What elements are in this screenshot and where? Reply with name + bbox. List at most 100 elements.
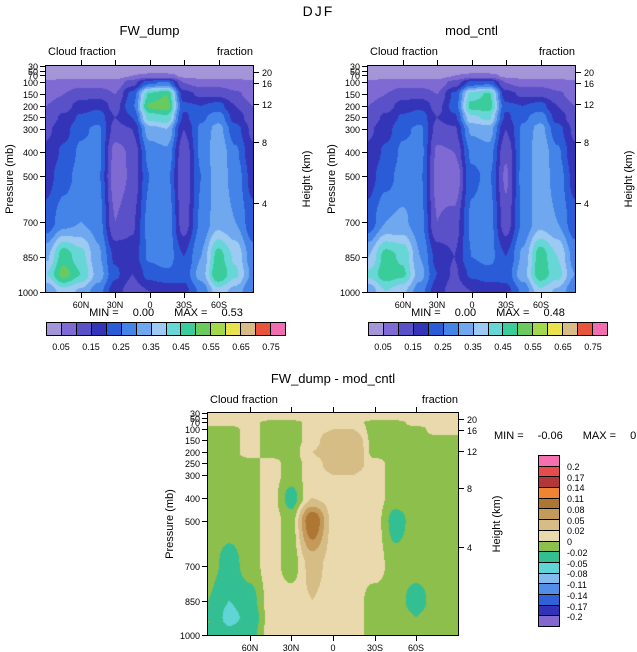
colorbar-cell [592,322,608,336]
pressure-tick [202,429,208,430]
latitude-tick [506,293,507,298]
pressure-tick-label: 700 [344,218,360,228]
colorbar-cell [502,322,519,336]
height-tick-label: 8 [584,138,590,148]
pressure-tick-label: 250 [22,113,38,123]
colorbar-label: 0.45 [494,342,512,352]
pressure-tick [40,71,46,72]
colorbar-cell [195,322,212,336]
min-label: MIN = [494,430,524,442]
height-tick [253,104,259,105]
colorbar-cell [210,322,227,336]
pressure-tick [40,222,46,223]
pressure-tick [40,117,46,118]
height-tick-label: 12 [584,100,595,110]
colorbar-cell [368,322,384,336]
colorbar-label: 0.15 [404,342,422,352]
latitude-tick-top [375,407,376,412]
colorbar-cell [90,322,107,336]
pressure-tick-label: 700 [22,218,38,228]
pressure-tick-label: 250 [344,113,360,123]
pressure-tick [362,66,368,67]
height-tick [575,104,581,105]
pressure-tick [202,463,208,464]
height-tick-label: 8 [467,484,473,494]
colorbar-cell [562,322,579,336]
pressure-tick [362,292,368,293]
panel-title-mod-cntl: mod_cntl [445,23,498,38]
latitude-tick-top [291,407,292,412]
latitude-tick-label: 0 [330,643,336,652]
colorbar-cell [517,322,534,336]
latitude-tick [184,293,185,298]
colorbar-label: -0.2 [567,612,583,623]
latitude-tick [150,293,151,298]
fw-dump-minus-mod-cntl-colorbar [538,455,560,627]
pressure-tick [202,422,208,423]
height-tick-label: 20 [262,68,273,78]
latitude-tick-label: 60N [394,300,412,310]
figure-title: DJF [302,3,335,19]
pressure-tick-label: 50 [349,67,360,77]
latitude-tick-label: 30S [175,300,192,310]
colorbar-label: -0.05 [567,558,588,569]
latitude-tick [403,293,404,298]
min-label: MIN = [411,307,441,319]
latitude-tick-top [150,60,151,65]
pressure-tick [40,152,46,153]
latitude-tick-top [81,60,82,65]
min-value: 0.00 [132,307,155,319]
latitude-tick-label: 60S [407,643,424,652]
latitude-tick-top [403,60,404,65]
latitude-tick-top [333,407,334,412]
fw-dump-colorbar [46,322,286,336]
latitude-tick-label: 60N [72,300,90,310]
pressure-tick-label: 300 [184,471,200,481]
latitude-tick-top [416,407,417,412]
pressure-tick [40,106,46,107]
pressure-tick [202,521,208,522]
height-tick-label: 4 [467,543,473,553]
pressure-tick-label: 150 [344,90,360,100]
pressure-tick-label: 70 [189,418,200,428]
height-tick [458,419,464,420]
colorbar-label: 0.05 [52,342,70,352]
colorbar-cell [412,322,429,336]
pressure-tick-label: 100 [22,78,38,88]
colorbar-label: 0.17 [567,472,585,483]
pressure-tick [202,440,208,441]
colorbar-label: 0 [567,537,573,547]
height-tick [458,488,464,489]
fw-dump-subtitle-left: Cloud fraction [48,46,116,58]
pressure-tick-label: 300 [22,125,38,135]
colorbar-label: 0.02 [567,526,585,537]
pressure-tick-label: 400 [344,148,360,158]
colorbar-label: 0.45 [172,342,190,352]
latitude-tick-top [506,60,507,65]
pressure-tick-label: 850 [344,253,360,263]
pressure-tick [202,413,208,414]
pressure-tick-label: 500 [184,517,200,527]
latitude-tick-label: 30S [366,643,383,652]
pressure-tick-label: 50 [189,414,200,424]
min-value: 0.00 [454,307,477,319]
pressure-tick [362,176,368,177]
colorbar-label: 0.55 [202,342,220,352]
colorbar-label: 0.05 [374,342,392,352]
pressure-tick [40,129,46,130]
pressure-tick-label: 500 [22,172,38,182]
latitude-tick [437,293,438,298]
colorbar-label: 0.11 [567,494,584,504]
mod-cntl-height-axis-title: Height (km) [623,150,635,208]
pressure-tick-label: 30 [27,62,38,72]
pressure-tick-label: 200 [22,102,38,112]
height-tick-label: 8 [262,138,268,148]
colorbar-label: 0.75 [584,342,602,352]
colorbar-label: 0.35 [464,342,482,352]
latitude-tick [115,293,116,298]
max-value: 0.11 [630,430,637,442]
height-tick [458,451,464,452]
height-tick-label: 16 [262,79,273,89]
latitude-tick-label: 60S [210,300,227,310]
latitude-tick-label: 60N [241,643,259,652]
